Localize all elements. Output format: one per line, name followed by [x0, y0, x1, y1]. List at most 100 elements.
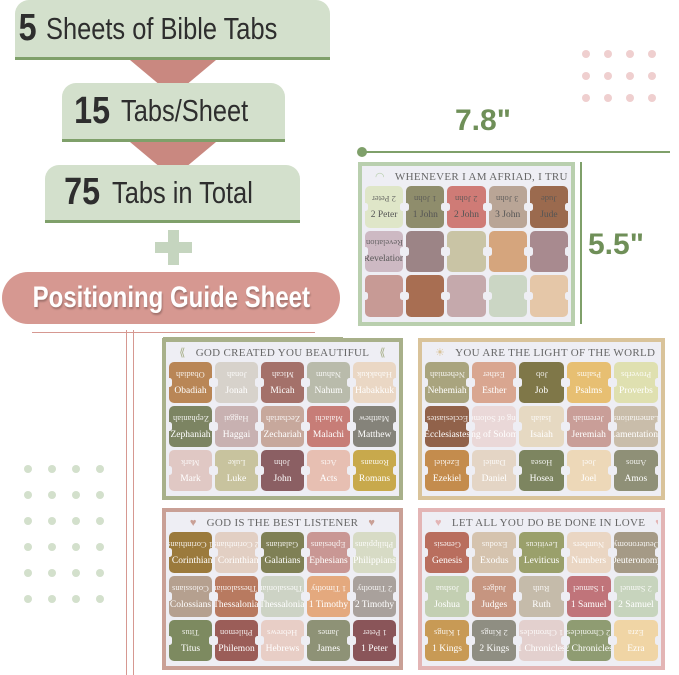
bible-tab: Ezra Ezra: [613, 620, 658, 661]
bible-tab: 1 Samuel 1 Samuel: [566, 576, 611, 617]
sheet-title: ♥ LET ALL YOU DO BE DONE IN LOVE ♥: [425, 515, 658, 532]
banner-total-tabs: 75 Tabs in Total: [45, 165, 300, 223]
bible-tab: 1 Timothy 1 Timothy: [307, 576, 350, 617]
tab-grid: Nehemiah Nehemiah Esther Esther Job Job Psalms…: [425, 362, 658, 491]
guide-label-text: Positioning Guide Sheet: [32, 281, 310, 314]
tab-label: Haggai: [222, 429, 251, 440]
decorative-dot: [24, 595, 32, 603]
tab-label-mirrored: Lamentations: [613, 413, 658, 424]
bible-tab: [488, 275, 527, 317]
tab-label-mirrored: Amos: [625, 457, 647, 468]
decorative-dot: [48, 569, 56, 577]
bible-tab: James James: [307, 620, 350, 661]
tab-label-mirrored: Jude: [541, 193, 557, 204]
decorative-dot: [96, 465, 104, 473]
tab-label-mirrored: Philemon: [220, 627, 253, 638]
bible-tab: Haggai Haggai: [215, 406, 258, 447]
decorative-dot: [96, 543, 104, 551]
sheet-title-text: GOD CREATED YOU BEAUTIFUL: [195, 347, 370, 359]
bible-tab: Philemon Philemon: [215, 620, 258, 661]
tab-label-mirrored: Joshua: [435, 583, 459, 594]
bible-tab: Esther Esther: [472, 362, 517, 403]
tab-label-mirrored: Numbers: [573, 539, 605, 550]
bible-tab: Lamentations Lamentations: [613, 406, 658, 447]
bible-tab: [406, 275, 445, 317]
tab-label-mirrored: Ezra: [628, 627, 644, 638]
guide-sheet: ◠WHENEVER I AM AFRIAD, I TRUST IN YOU◠2 …: [358, 162, 575, 326]
bible-tab: [447, 230, 486, 273]
tab-label-mirrored: Mark: [181, 457, 200, 468]
decorative-dot: [648, 72, 656, 80]
decorative-dot: [48, 595, 56, 603]
tab-label: Lamentations: [614, 429, 658, 440]
tab-label-mirrored: Matthew: [359, 413, 390, 424]
tab-label-mirrored: Galatians: [266, 539, 299, 550]
sheet-title-text: GOD IS THE BEST LISTENER: [206, 517, 359, 529]
bible-tab: Leviticus Leviticus: [519, 532, 564, 573]
width-ruler: [362, 151, 670, 153]
tab-label: Joshua: [434, 599, 461, 610]
bible-tab: Habakkuk Habakkuk: [353, 362, 396, 403]
tab-label: Mark: [180, 473, 201, 484]
sheet-title: ☀YOU ARE THE LIGHT OF THE WORLD☀: [425, 345, 658, 362]
divider: [163, 337, 343, 338]
bible-tab: 2 Thessalonians 2 Thessalonians: [261, 576, 304, 617]
tab-label: 3 John: [495, 209, 521, 220]
tab-label: Joel: [581, 473, 597, 484]
bible-tab: Mark Mark: [169, 450, 212, 491]
sheet-title-text: LET ALL YOU DO BE DONE IN LOVE: [451, 517, 646, 529]
bible-tab: [529, 230, 568, 273]
tab-label-mirrored: Song of Solomon: [472, 413, 516, 424]
tab-label: Ephesians: [309, 555, 348, 566]
tab-label: Hebrews: [265, 643, 300, 654]
ornament-icon: ♥: [435, 517, 442, 529]
tab-label: Daniel: [481, 473, 507, 484]
decorative-dot: [582, 50, 590, 58]
banner-text: Tabs in Total: [111, 174, 253, 210]
tab-label-mirrored: 1 Corinthians: [169, 539, 212, 550]
bible-tab: [406, 230, 445, 273]
bible-tab: Jonah Jonah: [215, 362, 258, 403]
tab-label: Acts: [319, 473, 338, 484]
tab-label: 2 Peter: [370, 209, 398, 220]
bible-tab: Philippians Philippians: [353, 532, 396, 573]
bible-tab: 1 Chronicles 1 Chronicles: [519, 620, 564, 661]
tab-label: 2 Thessalonians: [261, 599, 304, 610]
tab-label: 1 Thessalonians: [215, 599, 258, 610]
decorative-dot: [648, 50, 656, 58]
tab-label-mirrored: 2 Peter: [372, 193, 397, 204]
bible-tab: Ecclesiastes Ecclesiastes: [425, 406, 470, 447]
height-ruler: [580, 162, 582, 324]
tab-label-mirrored: 2 Thessalonians: [261, 583, 304, 594]
ornament-icon: ◠: [375, 171, 385, 183]
tab-label-mirrored: 1 Kings: [433, 627, 461, 638]
tab-label: Jeremiah: [571, 429, 606, 440]
bible-tab: 1 Corinthians 1 Corinthians: [169, 532, 212, 573]
tab-label-mirrored: Psalms: [576, 369, 601, 380]
tab-label-mirrored: Ephesians: [311, 539, 346, 550]
positioning-guide-label: Positioning Guide Sheet: [2, 272, 340, 324]
tab-label: 1 Peter: [361, 643, 388, 654]
ornament-icon: ♥: [368, 517, 376, 529]
bible-tab: Proverbs Proverbs: [613, 362, 658, 403]
tab-label: 1 John: [412, 209, 438, 220]
sheet-title: ◠WHENEVER I AM AFRIAD, I TRUST IN YOU◠: [365, 169, 568, 186]
bible-tab: Joel Joel: [566, 450, 611, 491]
decorative-dot: [48, 543, 56, 551]
tab-label: John: [273, 473, 292, 484]
decorative-dot: [582, 72, 590, 80]
bible-tab: Genesis Genesis: [425, 532, 470, 573]
tab-label-mirrored: 2 Timothy: [356, 583, 393, 594]
tab-label-mirrored: Malachi: [314, 413, 343, 424]
tab-label: Philippians: [353, 555, 396, 566]
bible-tab: Psalms Psalms: [566, 362, 611, 403]
tab-label: Song of Solomon: [472, 429, 517, 440]
decorative-dot: [604, 72, 612, 80]
decorative-dot: [626, 72, 634, 80]
bible-tab: Deuteronomy Deuteronomy: [613, 532, 658, 573]
tab-label: 2 Chronicles: [566, 643, 611, 654]
height-dimension: 5.5": [588, 228, 644, 261]
tab-label: 2 Timothy: [354, 599, 395, 610]
tab-label: Nehemiah: [427, 385, 467, 396]
bible-tab: 2 Peter 2 Peter: [365, 186, 404, 228]
